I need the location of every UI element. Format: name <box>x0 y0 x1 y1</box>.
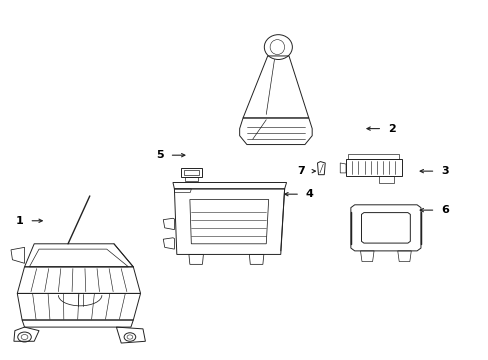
Text: 1: 1 <box>16 216 23 226</box>
Text: 6: 6 <box>440 205 448 215</box>
Bar <box>184 177 198 181</box>
Bar <box>379 176 393 183</box>
Text: 3: 3 <box>440 166 448 176</box>
Bar <box>183 170 198 175</box>
Text: 2: 2 <box>387 123 395 134</box>
Text: 4: 4 <box>305 189 313 199</box>
Bar <box>346 159 401 176</box>
Bar <box>180 168 202 177</box>
Text: 5: 5 <box>156 150 163 160</box>
Text: 7: 7 <box>297 166 305 176</box>
Bar <box>348 154 398 159</box>
